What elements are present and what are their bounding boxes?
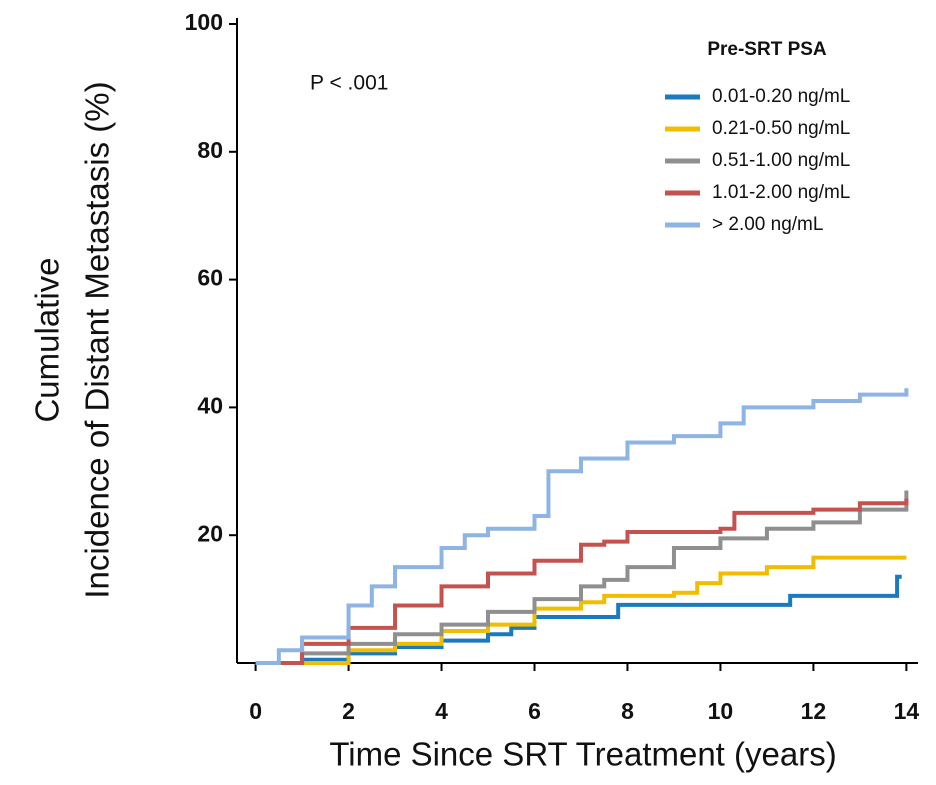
legend-title: Pre-SRT PSA xyxy=(707,39,827,60)
x-tick-label: 12 xyxy=(801,698,827,724)
y-axis-title: Incidence of Distant Metastasis (%) xyxy=(79,81,116,598)
y-tick-label: 20 xyxy=(197,520,223,546)
series-line xyxy=(255,490,909,665)
x-tick-label: 4 xyxy=(435,698,448,724)
legend-label: 0.21-0.50 ng/mL xyxy=(712,118,850,139)
x-tick-label: 8 xyxy=(621,698,634,724)
series-line xyxy=(255,388,909,665)
series-line xyxy=(255,555,907,665)
y-tick-label: 100 xyxy=(185,9,223,35)
x-tick-label: 6 xyxy=(528,698,541,724)
annotation: P < .001 xyxy=(310,72,388,95)
legend-label: 0.51-1.00 ng/mL xyxy=(712,150,850,171)
legend-label: 0.01-0.20 ng/mL xyxy=(712,86,850,107)
x-tick-label: 14 xyxy=(894,698,920,724)
y-tick-label: 60 xyxy=(197,265,223,291)
legend-label: 1.01-2.00 ng/mL xyxy=(712,182,850,203)
y-tick-label: 80 xyxy=(197,137,223,163)
x-tick-label: 10 xyxy=(708,698,734,724)
legend-label: > 2.00 ng/mL xyxy=(712,214,823,235)
x-axis-title: Time Since SRT Treatment (years) xyxy=(329,736,836,773)
y-axis-title: Cumulative xyxy=(29,257,66,422)
y-tick-label: 40 xyxy=(197,392,223,418)
series-line xyxy=(255,498,909,665)
x-tick-label: 0 xyxy=(249,698,262,724)
x-tick-label: 2 xyxy=(342,698,355,724)
